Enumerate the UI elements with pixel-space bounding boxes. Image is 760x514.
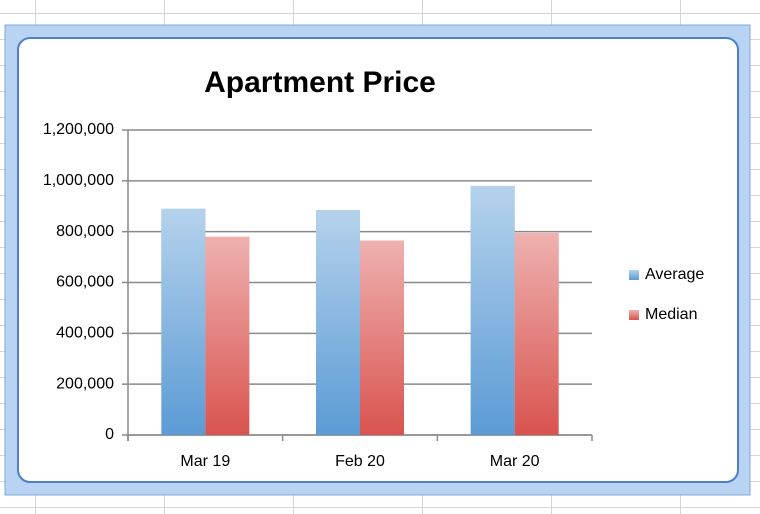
- bar-shine: [161, 208, 206, 435]
- y-tick-label: 800,000: [56, 223, 114, 240]
- bar-shine: [316, 210, 360, 435]
- y-tick-label: 400,000: [56, 325, 114, 342]
- legend-swatch-shine: [629, 310, 639, 320]
- legend-label: Median: [645, 306, 697, 323]
- x-tick-label: Feb 20: [335, 453, 385, 470]
- y-tick-label: 1,200,000: [43, 121, 114, 138]
- y-tick-label: 600,000: [56, 274, 114, 291]
- y-tick-label: 200,000: [56, 375, 114, 392]
- chart-title: Apartment Price: [204, 66, 436, 99]
- bar-shine: [360, 240, 404, 435]
- bar-shine: [514, 232, 559, 435]
- y-tick-label: 1,000,000: [43, 172, 114, 189]
- legend-swatch-shine: [629, 270, 639, 280]
- legend-label: Average: [645, 266, 704, 283]
- x-tick-label: Mar 20: [490, 453, 540, 470]
- x-tick-label: Mar 19: [180, 453, 230, 470]
- bar-shine: [205, 236, 250, 435]
- bar-shine: [470, 185, 515, 435]
- y-tick-label: 0: [105, 426, 114, 443]
